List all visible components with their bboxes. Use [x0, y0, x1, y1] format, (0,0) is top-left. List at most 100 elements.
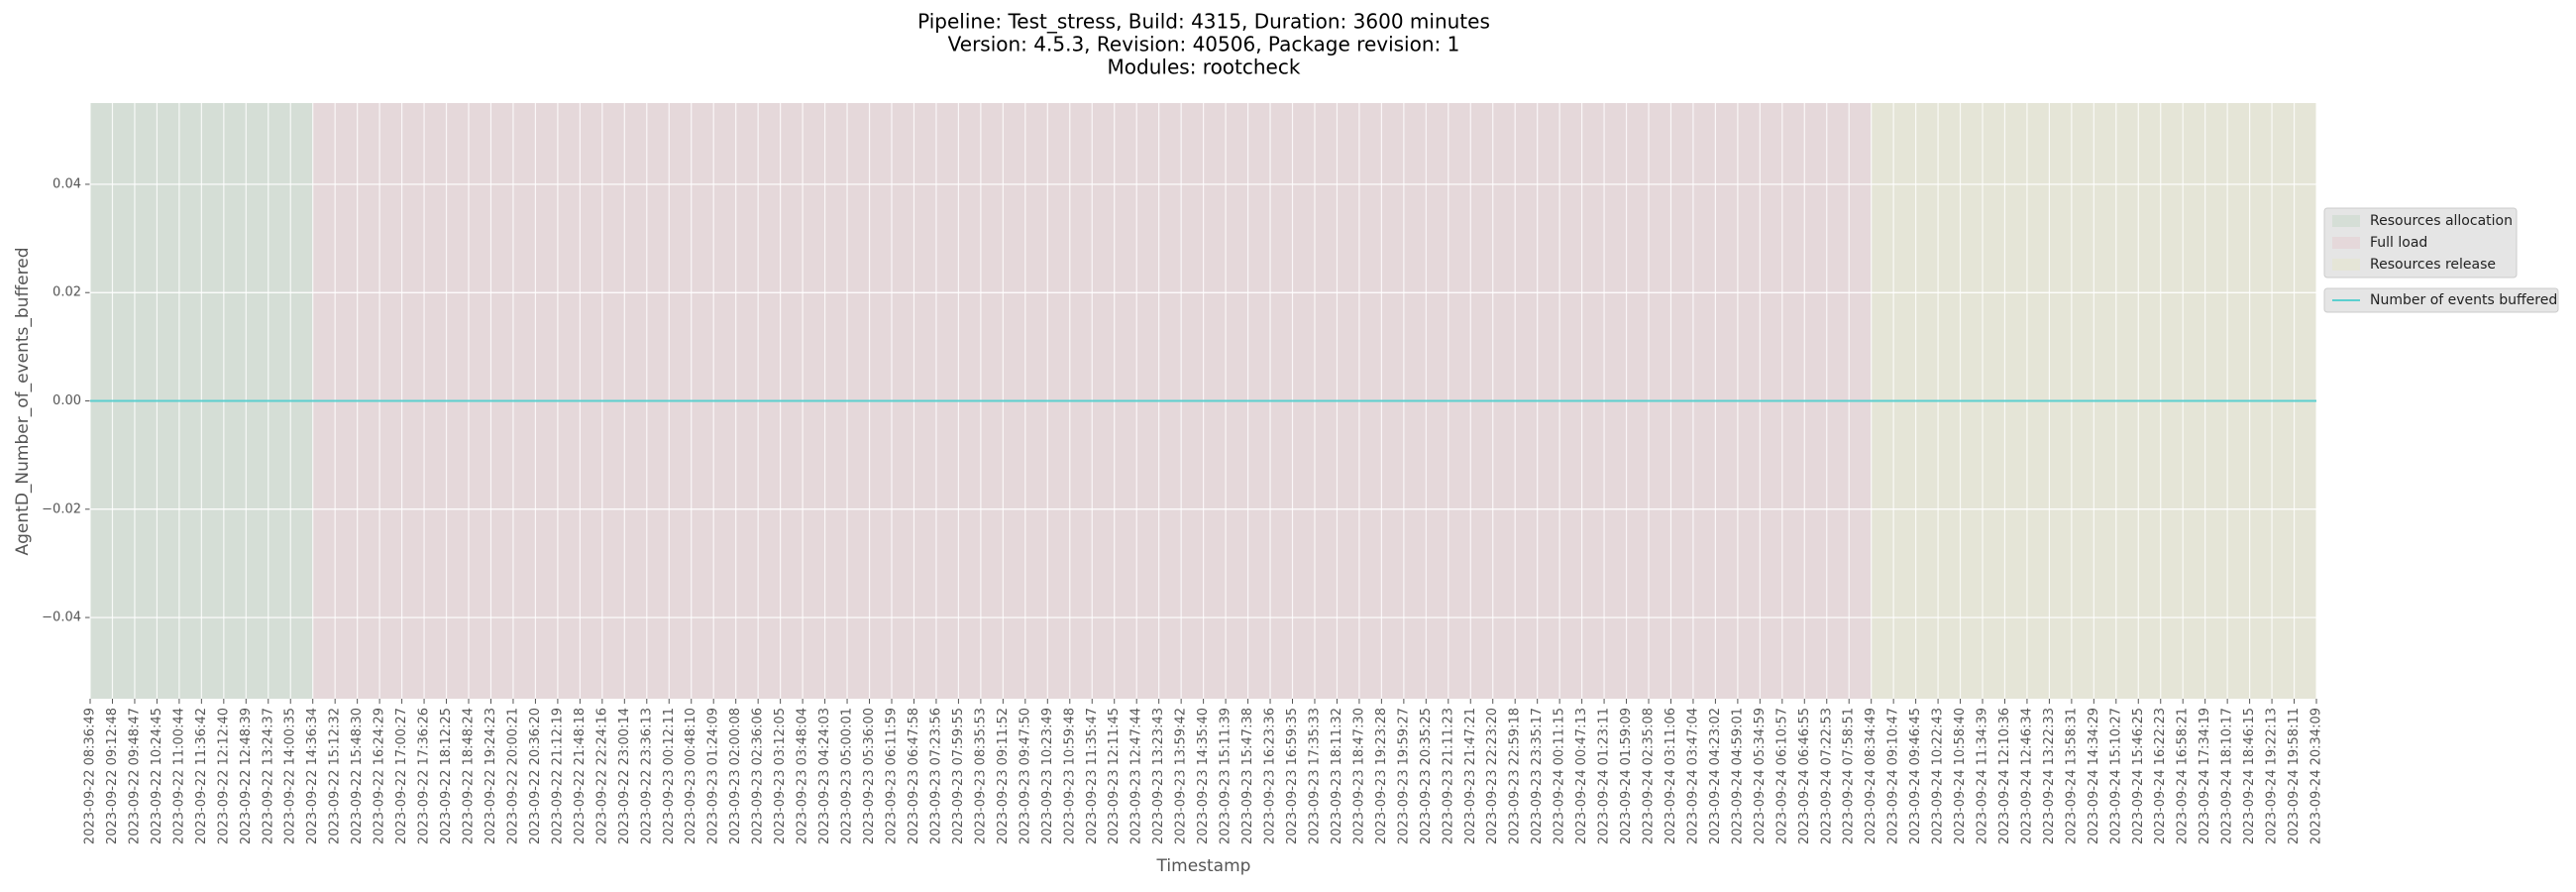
x-tick-label: 2023-09-23 13:23:43 [1151, 708, 1166, 844]
x-tick-label: 2023-09-22 09:48:47 [127, 708, 142, 844]
x-tick-label: 2023-09-23 06:11:59 [884, 708, 899, 844]
x-tick-label: 2023-09-24 13:22:33 [2042, 708, 2057, 844]
y-tick-label: 0.04 [53, 176, 81, 191]
x-tick-label: 2023-09-23 03:48:04 [796, 708, 810, 844]
x-tick-label: 2023-09-23 07:59:55 [951, 708, 966, 844]
x-tick-label: 2023-09-22 20:00:21 [505, 708, 520, 844]
legend-label: Number of events buffered [2370, 292, 2557, 308]
x-tick-label: 2023-09-22 16:24:29 [373, 708, 387, 844]
x-tick-label: 2023-09-23 05:36:00 [862, 708, 877, 844]
x-tick-label: 2023-09-22 09:12:48 [105, 708, 120, 844]
y-axis-label: AgentD_Number_of_events_buffered [13, 248, 33, 556]
x-tick-label: 2023-09-23 19:59:27 [1396, 708, 1411, 844]
x-tick-label: 2023-09-23 14:35:40 [1196, 708, 1211, 844]
x-tick-label: 2023-09-24 19:58:11 [2287, 708, 2302, 844]
x-tick-label: 2023-09-24 10:22:43 [1931, 708, 1946, 844]
x-tick-label: 2023-09-23 02:00:08 [728, 708, 743, 844]
x-tick-label: 2023-09-22 17:00:27 [394, 708, 409, 844]
legend-swatch [2332, 237, 2360, 249]
x-tick-label: 2023-09-23 16:23:36 [1263, 708, 1278, 844]
x-tick-label: 2023-09-24 02:35:08 [1642, 708, 1657, 844]
x-tick-label: 2023-09-22 11:00:44 [171, 708, 186, 844]
x-tick-label: 2023-09-23 12:11:45 [1107, 708, 1122, 844]
x-tick-label: 2023-09-24 01:59:09 [1619, 708, 1634, 844]
x-tick-label: 2023-09-22 12:48:39 [239, 708, 254, 844]
x-tick-label: 2023-09-22 15:12:32 [328, 708, 343, 844]
x-tick-label: 2023-09-24 09:10:47 [1886, 708, 1901, 844]
x-tick-label: 2023-09-24 07:22:53 [1819, 708, 1834, 844]
x-tick-label: 2023-09-23 00:12:11 [662, 708, 677, 844]
x-tick-label: 2023-09-24 17:34:19 [2198, 708, 2212, 844]
x-tick-label: 2023-09-24 03:11:06 [1664, 708, 1678, 844]
x-tick-label: 2023-09-23 09:11:52 [996, 708, 1011, 844]
x-tick-label: 2023-09-23 20:35:25 [1419, 708, 1434, 844]
x-tick-label: 2023-09-22 14:36:34 [305, 708, 320, 844]
x-tick-label: 2023-09-22 18:12:25 [439, 708, 454, 844]
x-tick-label: 2023-09-24 18:46:15 [2242, 708, 2257, 844]
x-tick-label: 2023-09-24 18:10:17 [2220, 708, 2235, 844]
x-tick-label: 2023-09-24 03:47:04 [1685, 708, 1700, 844]
x-tick-label: 2023-09-23 05:00:01 [840, 708, 855, 844]
x-tick-label: 2023-09-23 16:59:35 [1285, 708, 1300, 844]
x-tick-label: 2023-09-23 10:59:48 [1062, 708, 1077, 844]
chart-title: Version: 4.5.3, Revision: 40506, Package… [948, 33, 1460, 56]
legend-label: Full load [2370, 235, 2427, 251]
x-tick-label: 2023-09-24 11:34:39 [1976, 708, 1990, 844]
x-tick-label: 2023-09-22 23:36:13 [639, 708, 654, 844]
x-tick-label: 2023-09-22 17:36:26 [417, 708, 432, 844]
x-tick-label: 2023-09-24 00:47:13 [1574, 708, 1589, 844]
x-tick-label: 2023-09-22 23:00:14 [617, 708, 632, 844]
legend-swatch [2332, 259, 2360, 271]
y-tick-label: −0.04 [42, 611, 81, 625]
x-tick-label: 2023-09-23 15:11:39 [1219, 708, 1234, 844]
legend-label: Resources release [2370, 257, 2496, 273]
x-tick-label: 2023-09-24 19:22:13 [2265, 708, 2280, 844]
x-tick-label: 2023-09-24 06:10:57 [1774, 708, 1789, 844]
x-tick-label: 2023-09-23 22:23:20 [1485, 708, 1500, 844]
x-tick-label: 2023-09-23 21:47:21 [1463, 708, 1478, 844]
x-tick-label: 2023-09-24 13:58:31 [2064, 708, 2079, 844]
x-tick-label: 2023-09-24 16:22:23 [2153, 708, 2168, 844]
x-tick-label: 2023-09-23 00:48:10 [684, 708, 698, 844]
x-tick-label: 2023-09-24 14:34:29 [2087, 708, 2101, 844]
x-tick-label: 2023-09-23 11:35:47 [1085, 708, 1100, 844]
x-tick-label: 2023-09-24 09:46:45 [1908, 708, 1923, 844]
x-tick-label: 2023-09-22 13:24:37 [261, 708, 275, 844]
x-tick-label: 2023-09-24 20:34:09 [2309, 708, 2324, 844]
x-tick-label: 2023-09-23 22:59:18 [1508, 708, 1523, 844]
x-tick-label: 2023-09-23 19:23:28 [1374, 708, 1389, 844]
chart-title: Pipeline: Test_stress, Build: 4315, Dura… [917, 10, 1490, 34]
x-tick-label: 2023-09-23 07:23:56 [928, 708, 943, 844]
x-axis-label: Timestamp [1156, 856, 1251, 876]
x-tick-label: 2023-09-24 04:59:01 [1730, 708, 1745, 844]
x-tick-label: 2023-09-23 03:12:05 [773, 708, 788, 844]
x-tick-label: 2023-09-22 20:36:20 [528, 708, 543, 844]
x-tick-label: 2023-09-23 21:11:23 [1441, 708, 1455, 844]
x-tick-label: 2023-09-23 18:47:30 [1351, 708, 1366, 844]
legend-box [2323, 207, 2518, 279]
x-tick-label: 2023-09-22 08:36:49 [83, 708, 98, 844]
legend-box [2323, 287, 2559, 313]
x-tick-label: 2023-09-24 16:58:21 [2176, 708, 2191, 844]
x-tick-label: 2023-09-22 11:36:42 [194, 708, 209, 844]
x-tick-label: 2023-09-24 15:10:27 [2108, 708, 2123, 844]
x-tick-label: 2023-09-24 06:46:55 [1797, 708, 1812, 844]
x-tick-label: 2023-09-22 15:48:30 [350, 708, 365, 844]
x-tick-label: 2023-09-22 18:48:24 [462, 708, 477, 844]
x-tick-label: 2023-09-23 17:35:33 [1307, 708, 1322, 844]
x-tick-label: 2023-09-23 15:47:38 [1240, 708, 1255, 844]
x-tick-label: 2023-09-23 02:36:06 [751, 708, 766, 844]
x-tick-label: 2023-09-23 12:47:44 [1129, 708, 1144, 844]
x-tick-label: 2023-09-22 14:00:35 [283, 708, 298, 844]
x-tick-label: 2023-09-22 12:12:40 [216, 708, 231, 844]
y-tick-label: 0.02 [53, 285, 81, 300]
y-tick-label: −0.02 [42, 502, 81, 516]
x-tick-label: 2023-09-23 10:23:49 [1040, 708, 1055, 844]
y-tick-label: 0.00 [53, 393, 81, 408]
x-tick-label: 2023-09-23 23:35:17 [1530, 708, 1545, 844]
x-tick-label: 2023-09-23 13:59:42 [1174, 708, 1189, 844]
x-tick-label: 2023-09-24 07:58:51 [1842, 708, 1857, 844]
x-tick-label: 2023-09-23 01:24:09 [706, 708, 721, 844]
x-tick-label: 2023-09-24 12:46:34 [2019, 708, 2034, 844]
x-tick-label: 2023-09-24 01:23:11 [1597, 708, 1612, 844]
